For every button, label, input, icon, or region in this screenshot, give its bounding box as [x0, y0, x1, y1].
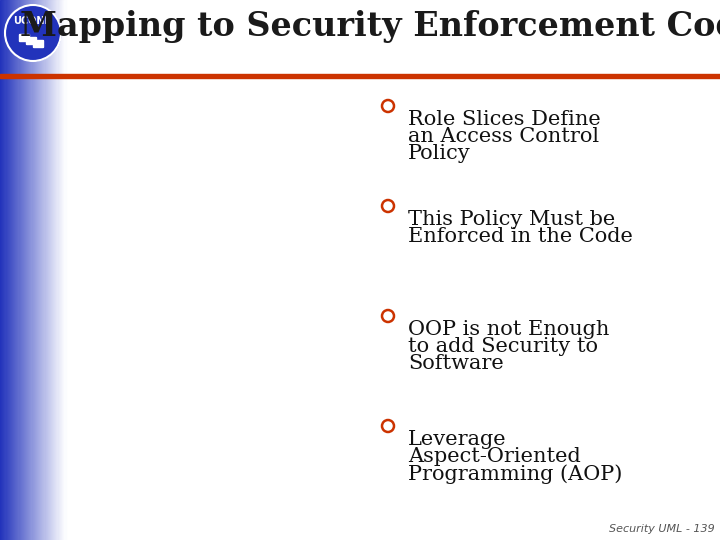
Bar: [62, 0, 63, 540]
Bar: [47, 0, 48, 540]
Bar: [17, 0, 18, 540]
Bar: [45, 0, 47, 540]
Bar: [24, 0, 25, 540]
Bar: [60, 0, 61, 540]
Bar: [12, 0, 14, 540]
Text: Policy: Policy: [408, 144, 471, 163]
Bar: [51, 0, 53, 540]
Bar: [41, 0, 42, 540]
Bar: [19, 0, 21, 540]
Bar: [10, 0, 12, 540]
Bar: [0, 74, 720, 78]
Text: Programming (AOP): Programming (AOP): [408, 464, 622, 484]
Bar: [60, 0, 62, 540]
Bar: [9, 0, 10, 540]
Bar: [19, 0, 20, 540]
Bar: [32, 0, 34, 540]
Bar: [2, 0, 4, 540]
Bar: [63, 0, 64, 540]
Text: Security UML - 139: Security UML - 139: [609, 524, 715, 534]
Bar: [30, 0, 32, 540]
Bar: [22, 0, 23, 540]
Text: UCONN: UCONN: [13, 16, 53, 26]
Bar: [4, 0, 5, 540]
Bar: [56, 0, 58, 540]
Text: to add Security to: to add Security to: [408, 337, 598, 356]
Bar: [35, 0, 36, 540]
Text: Leverage: Leverage: [408, 430, 507, 449]
Bar: [52, 0, 53, 540]
Circle shape: [5, 5, 61, 61]
Bar: [6, 0, 8, 540]
Bar: [49, 0, 50, 540]
Bar: [34, 0, 35, 540]
Bar: [48, 0, 49, 540]
Text: Mapping to Security Enforcement Code: Mapping to Security Enforcement Code: [20, 10, 720, 43]
FancyBboxPatch shape: [19, 35, 30, 42]
Bar: [64, 0, 66, 540]
Bar: [11, 0, 12, 540]
Bar: [1, 0, 3, 540]
Bar: [13, 0, 14, 540]
Bar: [38, 0, 40, 540]
Text: OOP is not Enough: OOP is not Enough: [408, 320, 609, 339]
Bar: [58, 0, 60, 540]
Bar: [17, 0, 19, 540]
Bar: [45, 0, 46, 540]
Bar: [27, 0, 29, 540]
Bar: [23, 0, 24, 540]
Bar: [28, 0, 30, 540]
FancyBboxPatch shape: [34, 40, 43, 48]
Bar: [54, 0, 55, 540]
Bar: [21, 0, 22, 540]
FancyBboxPatch shape: [27, 37, 37, 44]
Bar: [58, 0, 59, 540]
Text: Enforced in the Code: Enforced in the Code: [408, 227, 633, 246]
Text: Role Slices Define: Role Slices Define: [408, 110, 600, 129]
Bar: [43, 0, 45, 540]
Bar: [40, 0, 42, 540]
Bar: [14, 0, 16, 540]
Bar: [53, 0, 55, 540]
Bar: [32, 0, 33, 540]
Bar: [39, 0, 40, 540]
Bar: [8, 0, 9, 540]
Bar: [36, 0, 37, 540]
Bar: [42, 0, 44, 540]
Bar: [30, 0, 31, 540]
Bar: [6, 0, 7, 540]
Bar: [4, 0, 6, 540]
Bar: [55, 0, 57, 540]
Text: Software: Software: [408, 354, 504, 373]
Bar: [0, 0, 1, 540]
Bar: [50, 0, 51, 540]
Bar: [37, 0, 38, 540]
Bar: [15, 0, 17, 540]
Text: an Access Control: an Access Control: [408, 127, 599, 146]
Text: This Policy Must be: This Policy Must be: [408, 210, 616, 229]
Bar: [25, 0, 27, 540]
Text: Aspect-Oriented: Aspect-Oriented: [408, 447, 581, 466]
Bar: [26, 0, 27, 540]
